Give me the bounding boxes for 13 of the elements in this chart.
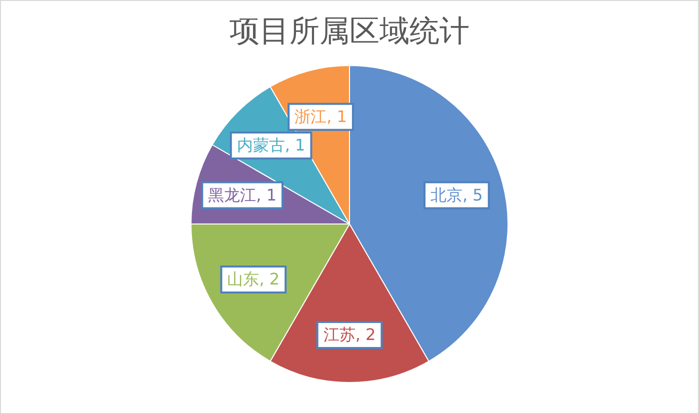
data-label: , 1 [326, 106, 347, 126]
data-label: , 1 [256, 185, 277, 204]
data-label: , 2 [355, 325, 376, 344]
slice-label: 江苏 [323, 325, 356, 344]
data-label: , 2 [259, 270, 280, 289]
chart-title: 项目所属区域统计 [230, 14, 470, 49]
data-label: , 1 [284, 136, 306, 155]
slice-label: 浙江 [294, 106, 327, 126]
slice-label: 山东 [227, 270, 260, 289]
slice-label: 北京 [430, 185, 462, 204]
slice-label: 黑龙江 [208, 185, 256, 204]
slice-label: 内蒙古 [236, 136, 285, 155]
data-label: , 5 [462, 185, 483, 204]
